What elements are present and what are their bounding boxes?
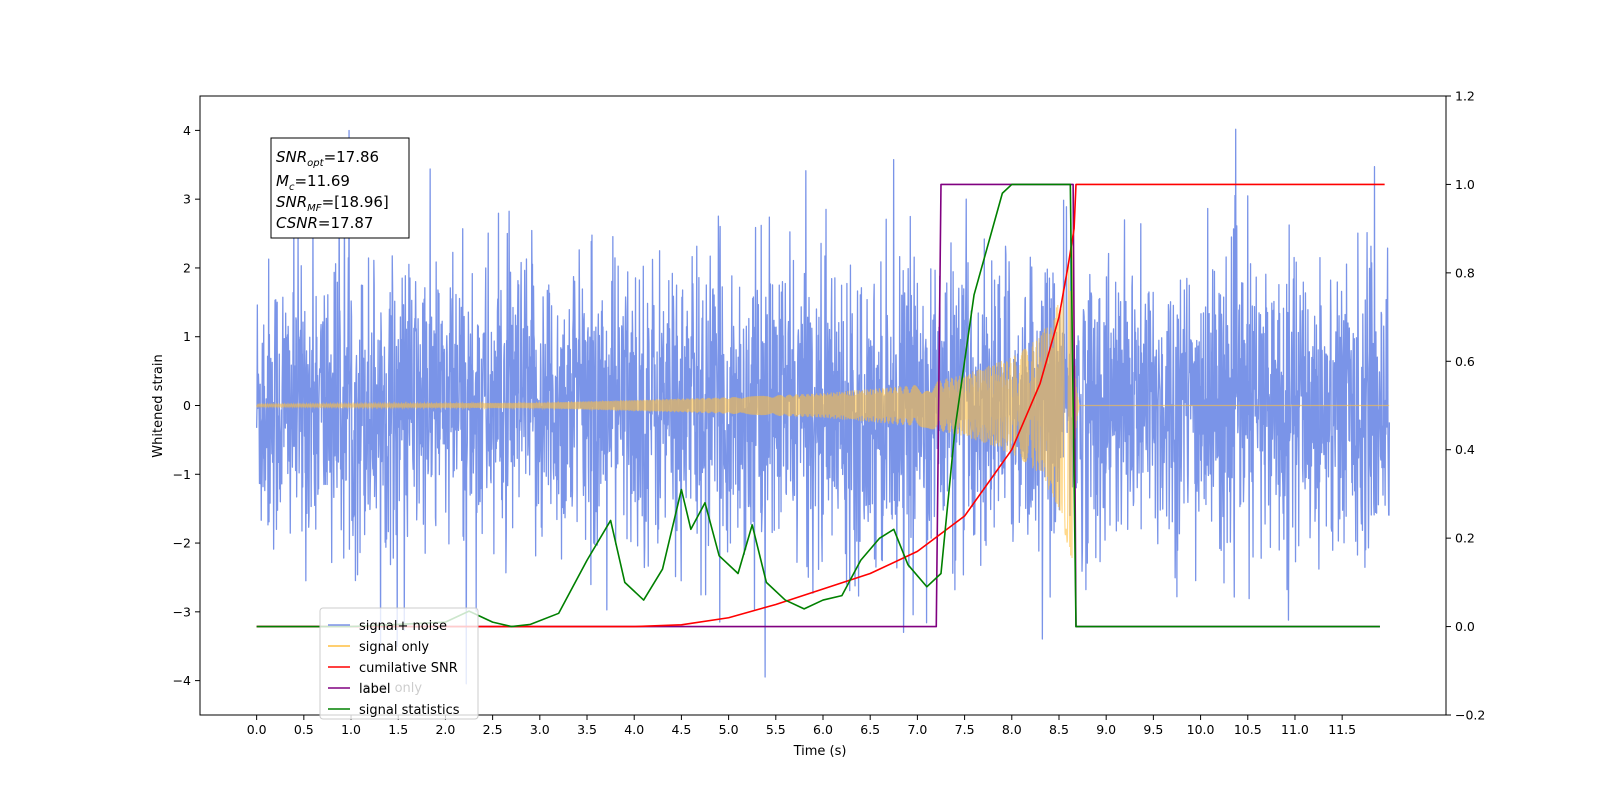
plot-data xyxy=(255,128,1391,685)
svg-text:SNRopt=17.86: SNRopt=17.86 xyxy=(276,148,379,169)
series-signal-statistics xyxy=(256,183,1380,628)
x-tick-label: 6.0 xyxy=(813,722,833,737)
x-tick-label: 3.5 xyxy=(577,722,597,737)
x-tick-label: 1.0 xyxy=(341,722,361,737)
y-tick-label: 2 xyxy=(183,260,191,275)
y2-tick-label: 0.4 xyxy=(1455,442,1475,457)
svg-text:SNRMF=[18.96]: SNRMF=[18.96] xyxy=(276,193,389,214)
y-tick-label: 3 xyxy=(183,192,191,207)
annotation-snr-mf: =[18.96] xyxy=(322,193,389,211)
x-tick-label: 5.0 xyxy=(719,722,739,737)
x-tick-label: 4.5 xyxy=(671,722,691,737)
legend: label only signal+ noise signal only cumila… xyxy=(319,607,479,720)
x-axis-label: Time (s) xyxy=(793,744,847,759)
legend-box xyxy=(319,607,479,720)
x-tick-label: 4.0 xyxy=(624,722,644,737)
y2-axis-ticks: −0.2 0.0 0.2 0.4 0.6 0.8 1.0 1.2 xyxy=(1446,89,1485,723)
x-tick-label: 10.5 xyxy=(1234,722,1262,737)
legend-label: cumilative SNR xyxy=(359,661,458,676)
annotation-snr-opt: =17.86 xyxy=(324,148,380,166)
y2-tick-label: 0.8 xyxy=(1455,265,1475,280)
series-signal-noise xyxy=(255,128,1391,685)
annotation-csnr: =17.87 xyxy=(318,214,374,232)
x-axis-ticks: 0.0 0.5 1.0 1.5 2.0 2.5 3.0 3.5 4.0 4.5 5.0 5.5 6.0 6… xyxy=(247,715,1356,737)
y2-tick-label: 1.0 xyxy=(1455,177,1475,192)
legend-label: signal statistics xyxy=(359,703,460,718)
x-tick-label: 0.0 xyxy=(247,722,267,737)
x-tick-label: 7.0 xyxy=(907,722,927,737)
y-axis-ticks: −4 −3 −2 −1 0 1 2 3 4 xyxy=(173,123,200,688)
series-signal-only xyxy=(256,235,1390,558)
annotation-box: SNRopt=17.86 Mc=11.69 SNRMF=[18.96] CSNR… xyxy=(270,137,410,239)
y2-tick-label: 0.6 xyxy=(1455,354,1475,369)
legend-hidden-label: label only xyxy=(359,681,422,696)
x-tick-label: 0.5 xyxy=(294,722,314,737)
y-tick-label: −2 xyxy=(173,536,191,551)
y-tick-label: 1 xyxy=(183,329,191,344)
y-tick-label: −4 xyxy=(173,673,191,688)
x-tick-label: 2.5 xyxy=(483,722,503,737)
x-tick-label: 6.5 xyxy=(860,722,880,737)
x-tick-label: 2.0 xyxy=(435,722,455,737)
y2-tick-label: −0.2 xyxy=(1455,708,1485,723)
x-tick-label: 1.5 xyxy=(388,722,408,737)
y2-tick-label: 1.2 xyxy=(1455,89,1475,104)
x-tick-label: 3.0 xyxy=(530,722,550,737)
y-tick-label: −3 xyxy=(173,604,191,619)
legend-label: label xyxy=(359,682,390,697)
y2-tick-label: 0.0 xyxy=(1455,619,1475,634)
svg-text:CSNR=17.87: CSNR=17.87 xyxy=(276,214,373,232)
y2-tick-label: 0.2 xyxy=(1455,531,1475,546)
legend-label: signal only xyxy=(359,640,429,655)
x-tick-label: 8.0 xyxy=(1002,722,1022,737)
x-tick-label: 5.5 xyxy=(766,722,786,737)
x-tick-label: 10.0 xyxy=(1187,722,1215,737)
y-axis-label: Whitened strain xyxy=(151,354,166,457)
svg-text:Mc=11.69: Mc=11.69 xyxy=(276,172,350,193)
x-tick-label: 8.5 xyxy=(1049,722,1069,737)
x-tick-label: 9.5 xyxy=(1143,722,1163,737)
y-tick-label: 4 xyxy=(183,123,191,138)
y-tick-label: −1 xyxy=(173,467,191,482)
x-tick-label: 7.5 xyxy=(955,722,975,737)
annotation-mc: =11.69 xyxy=(294,172,350,190)
x-tick-label: 11.5 xyxy=(1328,722,1356,737)
x-tick-label: 11.0 xyxy=(1281,722,1309,737)
x-tick-label: 9.0 xyxy=(1096,722,1116,737)
legend-label: signal+ noise xyxy=(359,619,447,634)
y-tick-label: 0 xyxy=(183,398,191,413)
